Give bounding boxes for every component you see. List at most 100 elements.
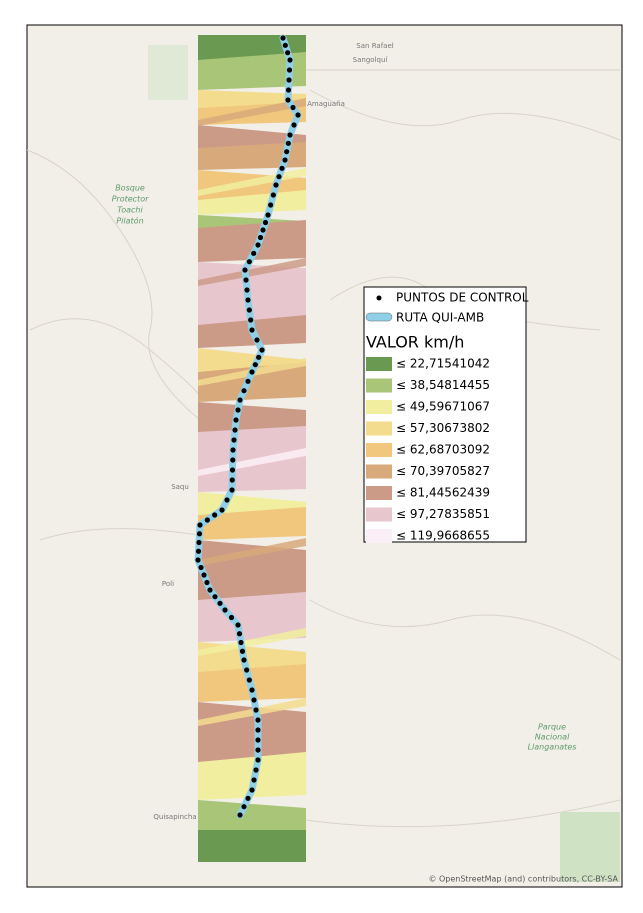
route [194, 34, 302, 819]
legend-swatch [366, 486, 392, 500]
control-point [239, 648, 246, 654]
legend-swatch [366, 421, 392, 436]
control-point [291, 122, 297, 128]
control-point [255, 727, 261, 733]
control-point [295, 112, 301, 118]
control-point [236, 631, 243, 637]
control-point [251, 250, 257, 256]
control-point [237, 397, 243, 403]
legend-route: RUTA QUI-AMB [396, 311, 484, 325]
speed-band [198, 830, 306, 862]
control-point [241, 388, 247, 394]
legend-box [363, 286, 527, 543]
control-point [229, 487, 235, 493]
control-point [249, 687, 255, 693]
speed-band [198, 800, 306, 834]
control-point [229, 467, 236, 473]
control-point [244, 667, 250, 673]
legend-points: PUNTOS DE CONTROL [396, 291, 529, 305]
legend-title: VALOR km/h [366, 333, 464, 352]
control-point [282, 42, 288, 48]
control-point [253, 767, 259, 773]
place-label: San Rafael [356, 42, 393, 50]
control-point [287, 57, 293, 63]
legend-class-label: ≤ 38,54814455 [396, 378, 490, 392]
control-point [254, 337, 260, 343]
legend-swatch [366, 507, 392, 522]
place-label: Parque [538, 723, 566, 732]
park-area [560, 812, 620, 882]
control-point [195, 557, 201, 563]
speed-band [198, 362, 306, 402]
control-point [255, 717, 261, 723]
place-label: Poli [162, 580, 174, 588]
control-point [290, 104, 296, 111]
control-point [224, 497, 230, 503]
control-point [233, 417, 239, 423]
speed-sliver [198, 98, 306, 126]
speed-sliver [198, 538, 306, 566]
legend: PUNTOS DE CONTROL RUTA QUI-AMB VALOR km/… [363, 286, 529, 543]
speed-band [198, 52, 306, 90]
legend-swatch [366, 400, 392, 414]
control-point [212, 512, 218, 518]
legend-swatch [366, 378, 392, 393]
control-point [235, 407, 241, 413]
place-label: Amaguaña [307, 100, 345, 108]
speed-sliver [198, 448, 306, 476]
control-point [219, 507, 225, 513]
control-point [237, 812, 243, 818]
control-point [255, 737, 261, 743]
place-label: Quisapincha [153, 813, 196, 821]
control-point [249, 327, 255, 333]
control-point [244, 287, 250, 293]
control-point [197, 522, 203, 528]
legend-class-label: ≤ 22,71541042 [396, 357, 490, 371]
control-point [284, 149, 290, 155]
park-area [148, 45, 188, 100]
control-point [251, 777, 257, 783]
map-frame [26, 24, 623, 888]
control-point [265, 212, 271, 218]
speed-band [198, 190, 306, 215]
control-point [262, 219, 269, 226]
control-point [256, 354, 262, 360]
control-point [230, 457, 236, 463]
control-point [207, 587, 213, 593]
control-point [195, 548, 202, 554]
control-point [222, 607, 228, 613]
control-point [257, 234, 264, 241]
control-point [285, 87, 292, 93]
attribution: © OpenStreetMap (and) contributors, CC-B… [428, 875, 618, 884]
control-point [255, 757, 261, 763]
control-point [198, 564, 204, 571]
control-point [285, 140, 291, 146]
control-point [276, 174, 282, 180]
control-point [279, 165, 285, 171]
control-point [217, 600, 223, 606]
control-point [245, 378, 251, 384]
control-point [229, 477, 235, 483]
legend-swatch [366, 464, 392, 479]
place-label: Bosque [115, 184, 145, 193]
place-label: Nacional [535, 733, 570, 742]
roads [26, 69, 621, 828]
speed-strip [198, 35, 306, 862]
control-point [246, 677, 252, 683]
control-point [286, 77, 292, 83]
legend-class-label: ≤ 62,68703092 [396, 443, 490, 457]
speed-band [198, 35, 306, 60]
control-point [196, 539, 202, 546]
control-point [285, 97, 291, 103]
control-point [238, 639, 244, 646]
legend-class-label: ≤ 81,44562439 [396, 486, 490, 500]
control-point [245, 795, 251, 801]
speed-band [198, 142, 306, 170]
place-label: Saqu [171, 483, 189, 491]
speed-sliver [198, 628, 306, 656]
control-point [268, 202, 274, 208]
place-label: Protector [112, 195, 149, 204]
control-point [204, 579, 210, 586]
control-point [204, 517, 210, 523]
place-label: Sangolquí [353, 56, 389, 64]
